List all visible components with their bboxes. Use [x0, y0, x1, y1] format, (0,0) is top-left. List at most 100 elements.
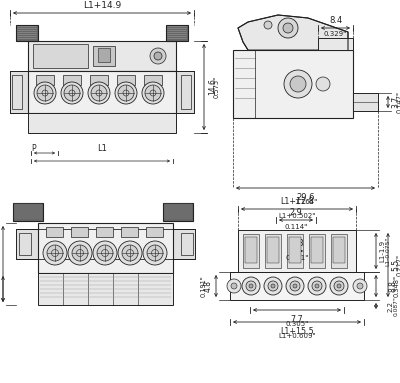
Circle shape — [154, 52, 162, 60]
Bar — [16, 229, 38, 259]
Circle shape — [312, 281, 322, 291]
Bar — [287, 234, 303, 268]
Text: P: P — [31, 144, 36, 153]
Circle shape — [290, 281, 300, 291]
Circle shape — [227, 279, 241, 293]
Circle shape — [115, 82, 137, 104]
Text: 3.7: 3.7 — [391, 96, 400, 108]
Bar — [96, 227, 113, 237]
Circle shape — [286, 277, 304, 295]
Bar — [245, 237, 257, 263]
Circle shape — [143, 241, 167, 265]
Text: L1+15.5: L1+15.5 — [280, 327, 314, 336]
Text: L1+0.502": L1+0.502" — [278, 213, 316, 219]
Circle shape — [278, 18, 298, 38]
Text: 0.071": 0.071" — [285, 255, 309, 261]
Text: 1.8: 1.8 — [291, 239, 303, 248]
Text: 0.114": 0.114" — [284, 224, 308, 230]
Circle shape — [249, 284, 253, 288]
Circle shape — [150, 48, 166, 64]
Circle shape — [283, 23, 293, 33]
Circle shape — [118, 85, 134, 101]
Circle shape — [97, 245, 113, 261]
Circle shape — [43, 241, 67, 265]
Bar — [28, 71, 176, 113]
Text: 14.6: 14.6 — [208, 79, 217, 95]
Bar — [16, 25, 38, 41]
Text: 0.191": 0.191" — [201, 275, 207, 297]
Bar — [46, 227, 63, 237]
Circle shape — [264, 277, 282, 295]
Bar — [309, 234, 325, 268]
Bar — [144, 75, 162, 85]
Text: 1.164": 1.164" — [294, 199, 317, 205]
Bar — [265, 234, 281, 268]
Bar — [176, 71, 194, 113]
Bar — [28, 41, 176, 71]
Text: 5.5: 5.5 — [391, 259, 400, 271]
Bar — [33, 44, 88, 68]
Bar — [36, 75, 54, 85]
Text: L1-1.9: L1-1.9 — [379, 240, 385, 262]
Bar — [146, 227, 163, 237]
Bar — [318, 38, 353, 50]
Circle shape — [264, 21, 272, 29]
Circle shape — [293, 284, 297, 288]
Circle shape — [315, 284, 319, 288]
Circle shape — [330, 277, 348, 295]
Circle shape — [268, 281, 278, 291]
Circle shape — [142, 82, 164, 104]
Bar — [19, 233, 31, 255]
Circle shape — [34, 82, 56, 104]
Bar — [71, 227, 88, 237]
Circle shape — [147, 245, 163, 261]
Bar — [10, 71, 28, 113]
Bar — [333, 237, 345, 263]
Circle shape — [271, 284, 275, 288]
Text: 0.147": 0.147" — [397, 91, 400, 113]
Bar — [181, 233, 193, 255]
Circle shape — [231, 283, 237, 289]
Text: 0.575": 0.575" — [214, 76, 220, 98]
Text: 0.217": 0.217" — [397, 254, 400, 276]
Text: L1+12.8: L1+12.8 — [280, 197, 314, 206]
Bar — [117, 75, 135, 85]
Bar — [121, 227, 138, 237]
Text: 29.6: 29.6 — [296, 193, 315, 202]
Circle shape — [145, 85, 161, 101]
Text: 7.7: 7.7 — [291, 315, 303, 324]
Text: 8.4: 8.4 — [329, 16, 342, 25]
Bar — [166, 25, 188, 41]
Circle shape — [88, 82, 110, 104]
Bar — [90, 75, 108, 85]
Circle shape — [337, 284, 341, 288]
Circle shape — [334, 281, 344, 291]
Circle shape — [47, 245, 63, 261]
Circle shape — [93, 241, 117, 265]
Circle shape — [37, 85, 53, 101]
Text: L1+0.609": L1+0.609" — [278, 333, 316, 339]
Bar — [93, 46, 115, 66]
Circle shape — [122, 245, 138, 261]
Circle shape — [91, 85, 107, 101]
Text: 8.8: 8.8 — [388, 280, 397, 292]
Circle shape — [290, 76, 306, 92]
Circle shape — [308, 277, 326, 295]
Text: 0.348": 0.348" — [394, 275, 400, 297]
Circle shape — [72, 245, 88, 261]
Circle shape — [357, 283, 363, 289]
Bar — [38, 223, 173, 273]
Bar — [98, 48, 110, 62]
Bar — [63, 75, 81, 85]
Bar — [173, 229, 195, 259]
Circle shape — [64, 85, 80, 101]
Text: 2.9: 2.9 — [290, 208, 302, 217]
Circle shape — [242, 277, 260, 295]
Bar — [163, 203, 193, 221]
Text: 0.329": 0.329" — [324, 31, 347, 37]
Bar — [331, 234, 347, 268]
Circle shape — [68, 241, 92, 265]
Bar — [311, 237, 323, 263]
Bar — [233, 50, 353, 118]
Text: L1: L1 — [97, 144, 107, 153]
